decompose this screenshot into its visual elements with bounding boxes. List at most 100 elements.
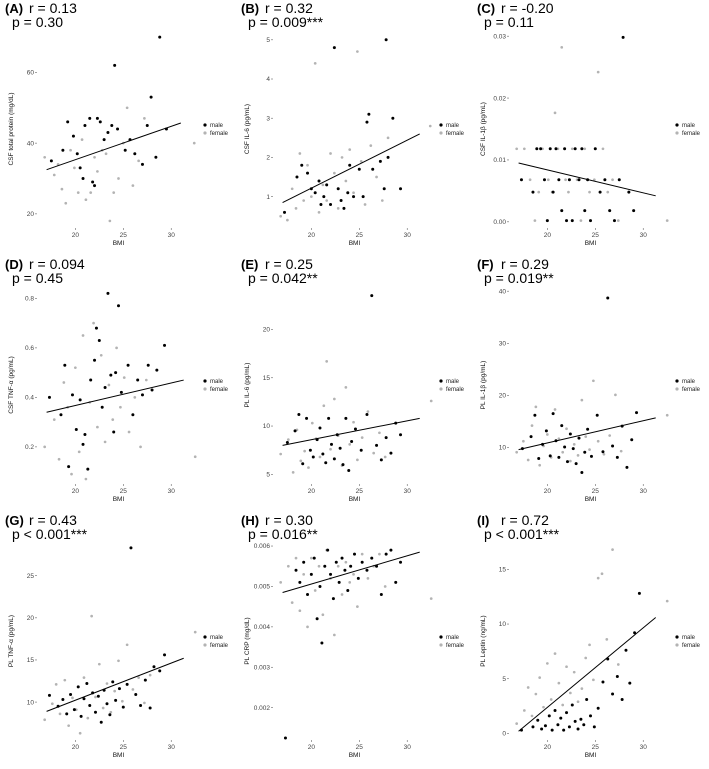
female-point [99,353,103,357]
male-point [611,444,615,448]
male-point [565,711,569,715]
male-point [367,112,371,116]
panel-letter: (B) [241,1,259,16]
legend-male-marker [439,635,443,639]
male-point [341,463,345,467]
male-point [81,177,85,180]
panel-c: (C) r = -0.20 p = 0.11 20 25 30 0.00 0.01 0.02 0.… [472,0,708,256]
x-tick-label: 30 [404,744,412,751]
male-point [295,175,299,179]
male-point [580,147,584,151]
male-point [98,120,102,124]
male-point [361,195,365,199]
male-point [337,580,341,584]
y-tick-label: 1 [266,194,270,201]
female-point [322,404,326,408]
male-point [585,698,589,702]
female-point [103,440,107,444]
male-point [625,465,629,469]
female-point [43,718,47,722]
r-value: r = 0.13 [29,0,77,16]
male-point [344,416,348,420]
female-point [96,425,99,429]
x-tick-label: 25 [356,232,364,239]
male-point [121,705,125,709]
y-tick-label: 20 [27,211,35,218]
female-point [111,418,115,421]
male-point [95,116,99,120]
female-point [340,156,344,159]
x-axis-label: BMI [585,240,597,247]
female-point [605,638,609,641]
r-value: r = 0.32 [265,0,313,16]
legend-female-label: female [446,131,465,137]
panel-letter: (E) [241,257,258,272]
male-point [334,560,338,564]
x-axis-label: BMI [585,752,597,759]
male-point [325,183,329,187]
male-point [560,209,564,213]
female-point [557,681,561,685]
female-point [533,219,537,222]
male-point [329,442,333,446]
x-tick-label: 20 [308,488,316,495]
male-point [529,435,533,439]
female-point [608,434,612,437]
female-point [299,459,303,463]
male-point [283,736,287,740]
male-point [150,388,154,392]
female-point [125,106,129,110]
male-point [547,714,551,718]
r-value: r = -0.20 [501,0,554,16]
male-point [601,450,605,454]
male-point [81,442,85,446]
x-axis-label: BMI [113,752,125,759]
female-point [538,463,542,467]
male-point [66,120,70,124]
female-point [333,171,336,175]
female-point [530,424,534,427]
y-tick-label: 0.006 [254,543,271,550]
male-point [317,179,321,183]
legend-male-label: male [682,379,696,385]
female-point [58,712,62,716]
male-point [394,580,398,584]
female-point [286,218,289,222]
female-point [515,450,519,454]
y-tick-label: 15 [499,567,507,574]
scatter-plot-c: (C) r = -0.20p = 0.11 20 25 30 0.00 0.01 0.02 0.… [477,0,701,247]
x-tick-label: 25 [120,744,128,751]
male-point [70,393,74,397]
x-tick-label: 30 [404,232,412,239]
female-point [360,436,364,439]
legend-male-marker [203,123,207,127]
legend-male-label: male [682,635,696,641]
female-point [120,699,124,703]
male-point [93,710,97,714]
panel-d: (D) r = 0.094 p = 0.45 20 25 30 0.2 0.4 0.6 0.8 BM… [0,256,236,512]
male-point [145,123,149,127]
legend-male-marker [675,123,679,127]
male-point [567,178,571,182]
male-point [91,180,95,184]
male-point [112,430,116,434]
female-point [329,152,332,155]
female-point [325,359,329,363]
legend-female-marker [203,643,207,647]
female-point [515,147,519,151]
female-point [131,688,135,691]
male-point [343,568,347,572]
male-point [88,116,92,120]
male-point [61,698,65,702]
female-point [344,560,348,564]
female-point [352,191,355,195]
male-point [74,428,78,432]
male-point [357,167,361,171]
female-point [70,472,73,476]
female-point [572,670,576,674]
female-point [78,731,82,735]
female-point [592,178,596,182]
regression-line [46,379,184,413]
female-point [76,191,80,194]
male-point [313,191,317,195]
